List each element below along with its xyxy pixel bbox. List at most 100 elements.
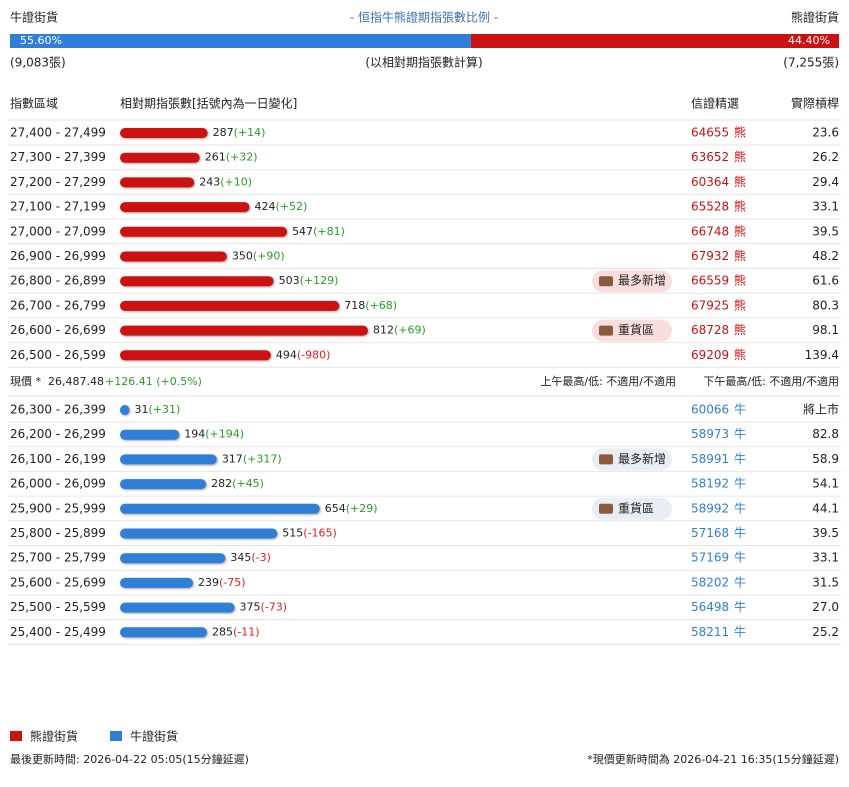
price-change: +126.41 (+0.5%): [105, 375, 202, 388]
count: 239: [198, 576, 219, 589]
bar: [120, 251, 227, 262]
bar: [120, 528, 278, 539]
pm-high-low: 下午最高/低: 不適用/不適用: [703, 374, 839, 388]
kind: 熊: [734, 149, 746, 164]
code[interactable]: 58992: [691, 501, 729, 515]
code[interactable]: 67925: [691, 298, 729, 312]
kind: 熊: [734, 125, 746, 140]
code[interactable]: 67932: [691, 249, 729, 263]
change: (+31): [148, 403, 180, 416]
kind: 牛: [734, 426, 746, 441]
code[interactable]: 63652: [691, 150, 729, 164]
count-label: 654(+29): [325, 502, 378, 515]
leverage: 39.5: [812, 224, 839, 238]
legend-bull: 牛證街貨: [130, 729, 178, 744]
range: 26,300 - 26,399: [10, 403, 106, 417]
count: 515: [282, 527, 303, 540]
leverage: 25.2: [812, 625, 839, 639]
leverage: 61.6: [812, 274, 839, 288]
code[interactable]: 58202: [691, 575, 729, 589]
code[interactable]: 66559: [691, 274, 729, 288]
change: (+81): [313, 225, 345, 238]
leverage: 48.2: [812, 249, 839, 263]
bear-total: (7,255張): [783, 56, 839, 70]
kind: 熊: [734, 223, 746, 238]
range: 26,000 - 26,099: [10, 477, 106, 491]
kind: 牛: [734, 599, 746, 614]
code[interactable]: 58973: [691, 427, 729, 441]
code[interactable]: 64655: [691, 126, 729, 140]
change: (-75): [219, 576, 246, 589]
bar: [120, 276, 274, 287]
badge-icon: [599, 503, 613, 514]
kind: 熊: [734, 248, 746, 263]
range: 25,800 - 25,899: [10, 526, 106, 540]
change: (+69): [394, 324, 426, 337]
change: (-73): [261, 601, 288, 614]
code[interactable]: 65528: [691, 200, 729, 214]
change: (-165): [303, 527, 337, 540]
count-label: 261(+32): [205, 151, 258, 164]
bar: [120, 553, 226, 564]
kind: 熊: [734, 174, 746, 189]
count-label: 287(+14): [213, 126, 266, 139]
badge-icon: [599, 276, 613, 287]
range: 26,700 - 26,799: [10, 298, 106, 312]
change: (+194): [205, 428, 244, 441]
badge-bg: [592, 448, 672, 471]
count: 812: [373, 324, 394, 337]
kind: 熊: [734, 347, 746, 362]
code[interactable]: 58192: [691, 477, 729, 491]
kind: 牛: [734, 525, 746, 540]
kind: 熊: [734, 322, 746, 337]
bar: [120, 577, 193, 588]
kind: 牛: [734, 451, 746, 466]
code[interactable]: 57169: [691, 551, 729, 565]
kind: 牛: [734, 574, 746, 589]
bear-ratio-label: 44.40%: [788, 34, 830, 47]
count: 494: [276, 348, 297, 361]
bear-ratio-bar: [470, 34, 839, 48]
code[interactable]: 66748: [691, 224, 729, 238]
code[interactable]: 69209: [691, 348, 729, 362]
price-label: 現價 *: [10, 374, 41, 388]
bar: [120, 177, 195, 188]
bar: [120, 454, 217, 465]
count: 285: [212, 625, 233, 638]
leverage: 82.8: [812, 427, 839, 441]
legend-bear: 熊證街貨: [30, 729, 78, 744]
change: (-3): [251, 551, 271, 564]
bar: [120, 300, 340, 311]
col-leverage: 實際槓桿: [791, 96, 839, 111]
count: 345: [230, 551, 251, 564]
code[interactable]: 57168: [691, 526, 729, 540]
badge-icon: [599, 325, 613, 336]
code[interactable]: 68728: [691, 323, 729, 337]
leverage: 44.1: [812, 501, 839, 515]
bar: [120, 152, 200, 163]
bull-header: 牛證街貨: [10, 10, 58, 25]
count: 375: [240, 601, 261, 614]
count: 718: [344, 299, 365, 312]
change: (+90): [253, 250, 285, 263]
leverage: 80.3: [812, 298, 839, 312]
range: 25,900 - 25,999: [10, 501, 106, 515]
count: 261: [205, 151, 226, 164]
count: 547: [292, 225, 313, 238]
kind: 熊: [734, 199, 746, 214]
am-high-low: 上午最高/低: 不適用/不適用: [540, 374, 676, 388]
legend-swatch: [110, 731, 122, 741]
col-code: 信證精選: [691, 96, 739, 111]
range: 25,500 - 25,599: [10, 600, 106, 614]
code[interactable]: 56498: [691, 600, 729, 614]
code[interactable]: 58211: [691, 625, 729, 639]
code[interactable]: 60066: [691, 403, 729, 417]
code[interactable]: 60364: [691, 175, 729, 189]
code[interactable]: 58991: [691, 452, 729, 466]
count-label: 345(-3): [230, 551, 271, 564]
change: (+29): [346, 502, 378, 515]
count-label: 317(+317): [222, 452, 282, 465]
leverage: 54.1: [812, 477, 839, 491]
bar: [120, 128, 208, 138]
